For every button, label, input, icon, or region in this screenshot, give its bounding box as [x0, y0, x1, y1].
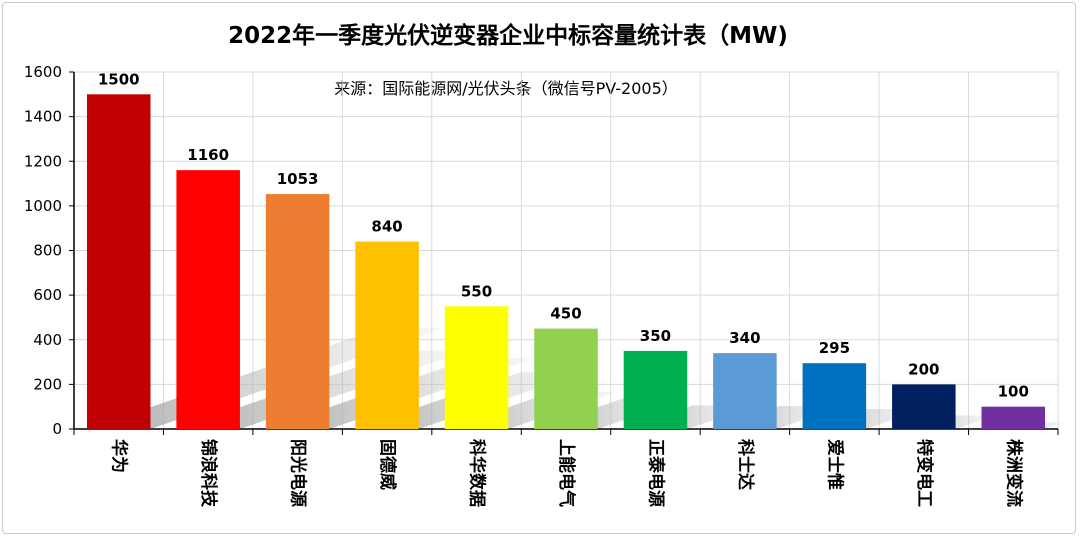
x-tick-label: 株洲变流 [1003, 439, 1024, 507]
bar-锦浪科技 [176, 170, 240, 430]
data-label: 1500 [98, 70, 140, 88]
x-tick-label: 特变电工 [914, 439, 935, 507]
data-label: 100 [998, 383, 1029, 401]
chart-title: 2022年一季度光伏逆变器企业中标容量统计表（MW) [228, 22, 788, 49]
y-tick-label: 400 [33, 331, 62, 349]
bar-正泰电源 [623, 350, 688, 429]
data-label: 350 [640, 327, 671, 345]
data-labels: 1500 1160 1053 840 550 450 350 340 295 200 100 [98, 70, 1029, 400]
data-label: 295 [819, 339, 850, 357]
x-tick-label: 华为 [109, 439, 130, 473]
bar-华为 [86, 94, 151, 429]
data-label: 1053 [277, 170, 319, 188]
y-tick-label: 1400 [24, 108, 62, 126]
x-tick-label: 科华数据 [467, 439, 488, 507]
data-label: 550 [461, 282, 492, 300]
bar-阳光电源 [265, 194, 330, 429]
x-tick-label: 上能电气 [556, 439, 577, 507]
x-tick-label: 锦浪科技 [198, 439, 219, 508]
bar-爱士惟 [802, 363, 867, 429]
y-tick-label: 1000 [24, 197, 62, 215]
bars [86, 94, 1046, 430]
source-annotation: 来源：国际能源网/光伏头条（微信号PV-2005） [334, 79, 678, 98]
data-label: 200 [908, 360, 939, 378]
x-tick-label: 科士达 [735, 439, 756, 490]
x-tick-label: 爱士惟 [824, 439, 845, 490]
data-label: 340 [729, 329, 760, 347]
y-tick-label: 1600 [24, 63, 62, 81]
y-tick-label: 200 [33, 375, 62, 393]
x-tick-label: 正泰电源 [645, 439, 666, 507]
bar-科华数据 [444, 306, 509, 429]
bar-株洲变流 [981, 406, 1046, 429]
x-tick-label: 固德威 [377, 439, 398, 490]
x-tick-label: 阳光电源 [288, 439, 309, 507]
bar-固德威 [355, 241, 419, 429]
bar-上能电气 [534, 328, 598, 429]
data-label: 450 [550, 305, 581, 323]
data-label: 840 [371, 218, 402, 236]
y-tick-label: 1200 [24, 152, 62, 170]
y-axis-ticks: 0 200 400 600 800 1000 1200 1400 1600 [24, 63, 62, 438]
y-tick-label: 600 [33, 286, 62, 304]
y-tick-label: 800 [33, 242, 62, 260]
x-axis-labels: 华为 锦浪科技 阳光电源 固德威 科华数据 上能电气 正泰电源 科士达 爱士惟 特变电工 株洲变流 [109, 439, 1025, 508]
data-label: 1160 [187, 146, 229, 164]
y-tick-label: 0 [52, 420, 62, 438]
bar-科士达 [713, 353, 777, 429]
bar-特变电工 [892, 384, 956, 429]
